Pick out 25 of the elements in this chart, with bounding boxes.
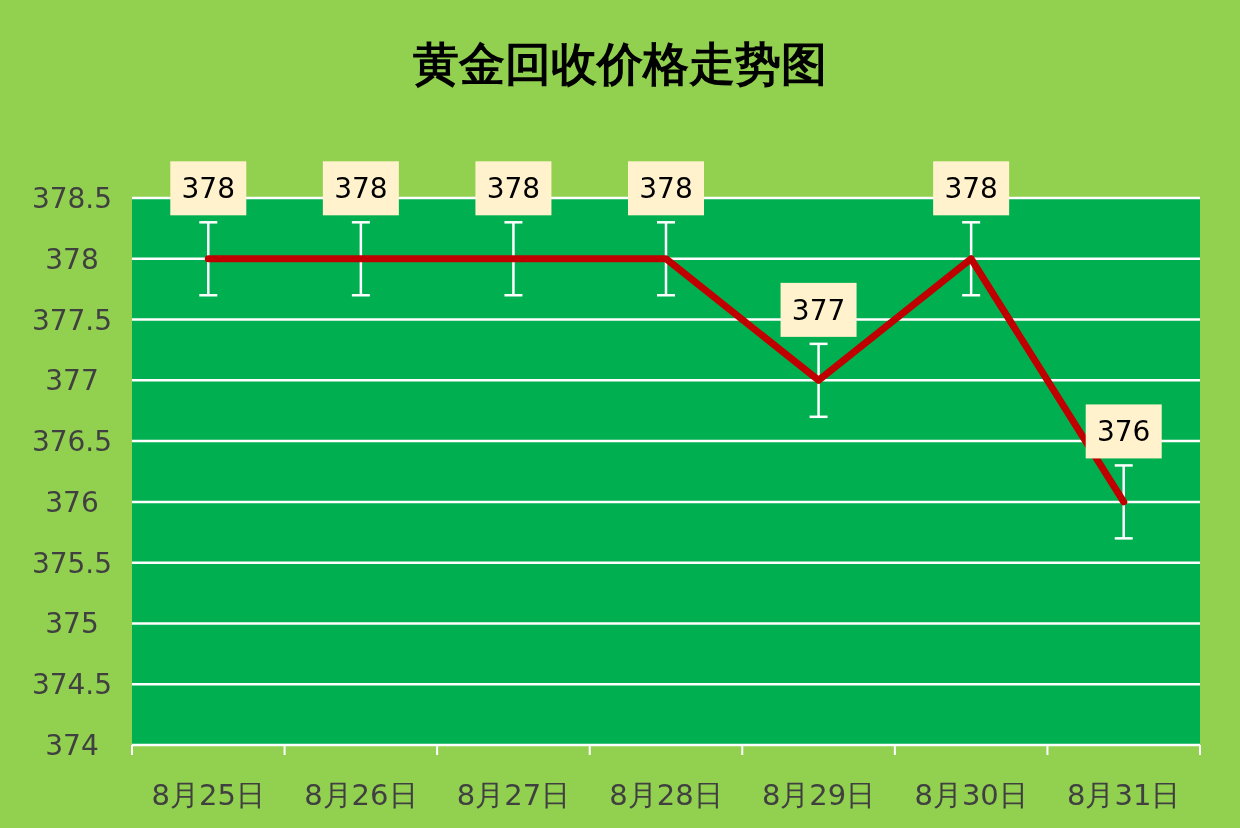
x-tick-label: 8月27日	[456, 778, 571, 812]
y-tick-label: 374	[45, 729, 99, 762]
y-tick-label: 374.5	[31, 668, 113, 702]
y-tick-label: 375	[45, 607, 99, 641]
data-label: 377	[791, 293, 846, 327]
x-tick-label: 8月25日	[151, 778, 265, 812]
y-tick-label: 377.5	[31, 303, 113, 337]
x-tick-label: 8月26日	[304, 778, 418, 812]
y-tick-label: 378.5	[31, 182, 113, 215]
x-tick-label: 8月28日	[609, 778, 723, 812]
y-tick-label: 375.5	[31, 546, 113, 580]
data-label: 378	[944, 172, 998, 206]
data-label: 378	[639, 172, 693, 206]
data-label: 376	[1096, 415, 1151, 449]
y-tick-label: 376.5	[31, 425, 113, 459]
y-tick-label: 378	[45, 242, 99, 276]
data-label: 378	[334, 172, 388, 206]
y-tick-label: 376	[45, 485, 99, 519]
x-tick-label: 8月30日	[914, 778, 1028, 812]
y-tick-label: 377	[45, 364, 99, 398]
data-label: 378	[181, 172, 236, 206]
data-label: 378	[486, 172, 541, 206]
x-tick-label: 8月31日	[1067, 778, 1181, 812]
chart-title: 黄金回收价格走势图	[413, 37, 827, 91]
x-tick-label: 8月29日	[761, 778, 876, 812]
